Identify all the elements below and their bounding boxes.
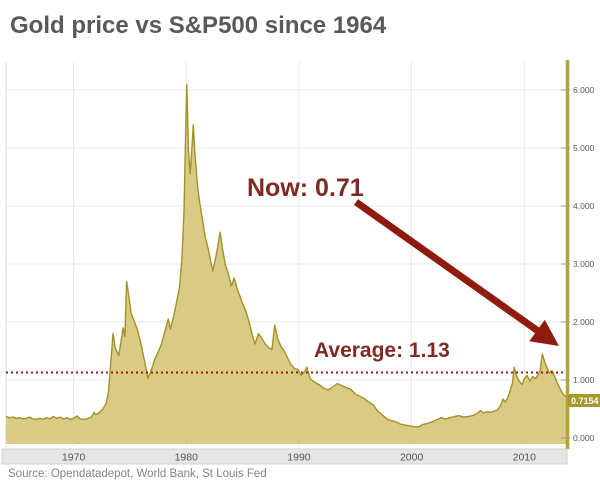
x-tick-label: 1990 bbox=[287, 452, 311, 464]
source-caption: Source: Opendatadepot, World Bank, St Lo… bbox=[8, 468, 267, 480]
area-outline bbox=[5, 83, 567, 428]
now-annotation: Now: 0.71 bbox=[247, 174, 364, 202]
arrow-shaft bbox=[353, 199, 541, 334]
page-title: Gold price vs S&P500 since 1964 bbox=[10, 12, 387, 39]
y-tick-label: 2.000 bbox=[573, 317, 595, 327]
current-value-badge: 0.7154 bbox=[568, 394, 600, 407]
arrow-head-icon bbox=[529, 319, 559, 346]
y-tick-label: 6.000 bbox=[573, 85, 595, 95]
x-tick-label: 1980 bbox=[175, 452, 199, 464]
y-tick-label: 0.000 bbox=[573, 433, 595, 443]
x-tick-label: 2010 bbox=[513, 452, 537, 464]
x-tick-label: 2000 bbox=[400, 452, 424, 464]
average-annotation: Average: 1.13 bbox=[314, 339, 450, 362]
x-tick-label: 1970 bbox=[62, 452, 86, 464]
y-tick-label: 4.000 bbox=[573, 201, 595, 211]
y-tick-label: 5.000 bbox=[573, 143, 595, 153]
y-tick-label: 1.000 bbox=[573, 375, 595, 385]
x-axis-band bbox=[1, 448, 568, 465]
y-tick-label: 3.000 bbox=[573, 259, 595, 269]
